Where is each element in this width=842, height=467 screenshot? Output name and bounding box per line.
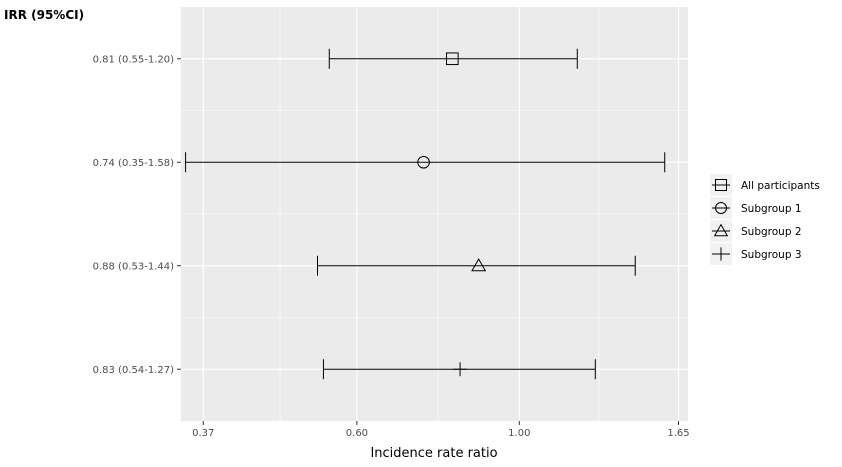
y-tick-label: 0.83 (0.54-1.27) [93,365,174,376]
minor-gridlines [181,7,688,421]
error-bar-subgroup-3 [322,359,596,380]
error-bar-subgroup-1 [185,152,666,173]
legend-item: Subgroup 1 [710,197,802,219]
legend-marker-square [715,179,727,191]
legend-label: Subgroup 1 [741,203,802,215]
legend-marker-plus [714,247,728,261]
legend-item: All participants [710,174,820,196]
point-estimate-square [446,52,459,66]
legend-label: Subgroup 3 [741,249,802,261]
error-bar-all-participants [328,48,578,69]
legend-item: Subgroup 3 [710,243,802,265]
error-bar-subgroup-2 [316,255,636,276]
x-tick-label: 1.00 [508,428,530,439]
chart-title: IRR (95%CI) [4,8,84,22]
legend-marker-circle [715,202,727,214]
point-estimate-circle [417,155,430,169]
y-axis: 0.81 (0.55-1.20) 0.74 (0.35-1.58) 0.88 (0.… [93,54,181,376]
y-tick-label: 0.81 (0.55-1.20) [93,54,174,65]
x-tick-label: 0.37 [192,428,214,439]
estimate-marks [185,48,666,380]
x-axis: 0.37 0.60 1.00 1.65 [192,421,690,439]
legend: All participants Subgroup 1 Subgroup 2 Subg… [710,174,820,265]
x-axis-title: Incidence rate ratio [370,446,497,461]
x-tick-label: 1.65 [667,428,689,439]
y-tick-label: 0.88 (0.53-1.44) [93,261,174,272]
point-estimate-triangle [471,258,487,272]
legend-marker-triangle [713,223,729,237]
legend-label: All participants [741,180,820,192]
point-estimate-plus [453,362,468,377]
legend-item: Subgroup 2 [710,220,802,242]
y-tick-label: 0.74 (0.35-1.58) [93,158,174,169]
legend-label: Subgroup 2 [741,226,802,238]
x-tick-label: 0.60 [346,428,368,439]
